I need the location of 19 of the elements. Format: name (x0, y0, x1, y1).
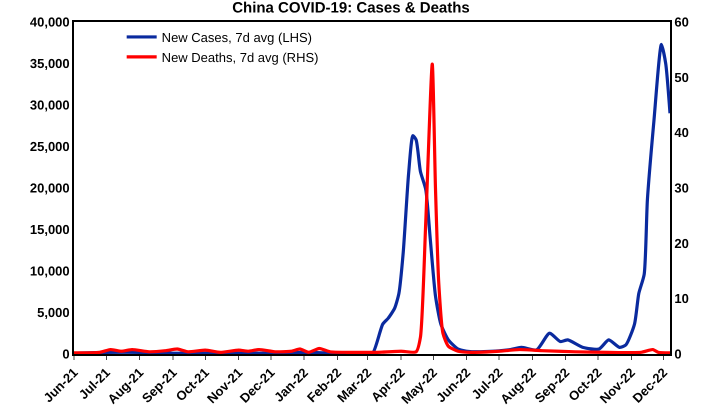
legend-label: New Cases, 7d avg (LHS) (162, 30, 312, 46)
y-tick-label: 40,000 (30, 14, 70, 30)
y-tick-label: 20,000 (30, 180, 70, 196)
y-tick-label: 15,000 (30, 222, 70, 238)
legend-label: New Deaths, 7d avg (RHS) (162, 50, 318, 65)
y-tick-label: 30,000 (30, 98, 70, 113)
chart-title: China COVID-19: Cases & Deaths (232, 0, 470, 17)
y2-tick-label: 0 (674, 346, 682, 362)
y2-tick-label: 30 (674, 180, 689, 196)
y-tick-label: 25,000 (30, 139, 70, 154)
y-tick-label: 10,000 (30, 264, 70, 279)
y2-tick-label: 60 (674, 14, 689, 30)
y-tick-label: 0 (62, 346, 70, 362)
y2-tick-label: 40 (674, 125, 689, 140)
y-tick-label: 5,000 (37, 305, 70, 320)
y2-tick-label: 20 (674, 236, 689, 251)
y2-tick-label: 10 (674, 291, 689, 306)
y-tick-label: 35,000 (30, 56, 70, 72)
y2-tick-label: 50 (674, 70, 689, 85)
